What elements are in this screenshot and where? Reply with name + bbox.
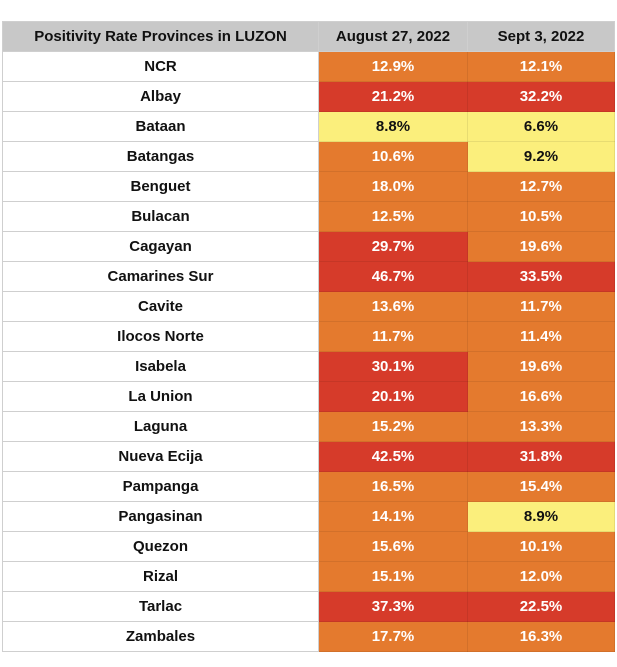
rate-sept-3: 12.7%	[467, 171, 615, 202]
province-name: NCR	[2, 51, 319, 82]
positivity-rate-table: Positivity Rate Provinces in LUZON Augus…	[2, 21, 615, 652]
province-name: Pangasinan	[2, 501, 319, 532]
rate-sept-3: 12.0%	[467, 561, 615, 592]
province-name: Quezon	[2, 531, 319, 562]
table-row: Nueva Ecija 42.5% 31.8%	[2, 441, 615, 472]
rate-sept-3: 10.1%	[467, 531, 615, 562]
province-name: Cagayan	[2, 231, 319, 262]
header-row: Positivity Rate Provinces in LUZON Augus…	[2, 21, 615, 52]
rate-aug-27: 21.2%	[318, 81, 468, 112]
rate-aug-27: 46.7%	[318, 261, 468, 292]
rate-aug-27: 17.7%	[318, 621, 468, 652]
table-row: Benguet 18.0% 12.7%	[2, 171, 615, 202]
rate-aug-27: 37.3%	[318, 591, 468, 622]
rate-aug-27: 14.1%	[318, 501, 468, 532]
table-row: Rizal 15.1% 12.0%	[2, 561, 615, 592]
rate-sept-3: 19.6%	[467, 351, 615, 382]
rate-aug-27: 29.7%	[318, 231, 468, 262]
province-name: La Union	[2, 381, 319, 412]
rate-aug-27: 16.5%	[318, 471, 468, 502]
rate-aug-27: 15.2%	[318, 411, 468, 442]
province-name: Laguna	[2, 411, 319, 442]
rate-aug-27: 15.6%	[318, 531, 468, 562]
table-row: La Union 20.1% 16.6%	[2, 381, 615, 412]
table-row: Cagayan 29.7% 19.6%	[2, 231, 615, 262]
rate-sept-3: 22.5%	[467, 591, 615, 622]
rate-sept-3: 6.6%	[467, 111, 615, 142]
rate-aug-27: 18.0%	[318, 171, 468, 202]
province-name: Tarlac	[2, 591, 319, 622]
table-row: Tarlac 37.3% 22.5%	[2, 591, 615, 622]
province-name: Zambales	[2, 621, 319, 652]
rate-sept-3: 33.5%	[467, 261, 615, 292]
province-name: Bataan	[2, 111, 319, 142]
rate-sept-3: 12.1%	[467, 51, 615, 82]
rate-sept-3: 10.5%	[467, 201, 615, 232]
rate-aug-27: 13.6%	[318, 291, 468, 322]
table-row: Bulacan 12.5% 10.5%	[2, 201, 615, 232]
rate-sept-3: 32.2%	[467, 81, 615, 112]
table-row: Isabela 30.1% 19.6%	[2, 351, 615, 382]
table-row: Batangas 10.6% 9.2%	[2, 141, 615, 172]
province-name: Cavite	[2, 291, 319, 322]
rate-sept-3: 8.9%	[467, 501, 615, 532]
province-name: Nueva Ecija	[2, 441, 319, 472]
header-province: Positivity Rate Provinces in LUZON	[2, 21, 319, 52]
table-row: Quezon 15.6% 10.1%	[2, 531, 615, 562]
rate-aug-27: 15.1%	[318, 561, 468, 592]
table-row: Laguna 15.2% 13.3%	[2, 411, 615, 442]
rate-sept-3: 19.6%	[467, 231, 615, 262]
table-row: Bataan 8.8% 6.6%	[2, 111, 615, 142]
province-name: Camarines Sur	[2, 261, 319, 292]
table-row: Albay 21.2% 32.2%	[2, 81, 615, 112]
province-name: Bulacan	[2, 201, 319, 232]
province-name: Pampanga	[2, 471, 319, 502]
rate-sept-3: 15.4%	[467, 471, 615, 502]
table-row: Cavite 13.6% 11.7%	[2, 291, 615, 322]
table-row: Pampanga 16.5% 15.4%	[2, 471, 615, 502]
rate-sept-3: 16.6%	[467, 381, 615, 412]
header-sept-3: Sept 3, 2022	[467, 21, 615, 52]
province-name: Isabela	[2, 351, 319, 382]
rate-sept-3: 16.3%	[467, 621, 615, 652]
province-name: Albay	[2, 81, 319, 112]
rate-aug-27: 42.5%	[318, 441, 468, 472]
table-row: Zambales 17.7% 16.3%	[2, 621, 615, 652]
rate-aug-27: 12.5%	[318, 201, 468, 232]
table-row: Pangasinan 14.1% 8.9%	[2, 501, 615, 532]
rate-aug-27: 12.9%	[318, 51, 468, 82]
header-aug-27: August 27, 2022	[318, 21, 468, 52]
rate-aug-27: 30.1%	[318, 351, 468, 382]
table-row: Ilocos Norte 11.7% 11.4%	[2, 321, 615, 352]
province-name: Benguet	[2, 171, 319, 202]
rate-sept-3: 11.4%	[467, 321, 615, 352]
rate-sept-3: 11.7%	[467, 291, 615, 322]
table-row: NCR 12.9% 12.1%	[2, 51, 615, 82]
rate-aug-27: 11.7%	[318, 321, 468, 352]
rate-aug-27: 20.1%	[318, 381, 468, 412]
province-name: Ilocos Norte	[2, 321, 319, 352]
rate-aug-27: 8.8%	[318, 111, 468, 142]
rate-aug-27: 10.6%	[318, 141, 468, 172]
rate-sept-3: 31.8%	[467, 441, 615, 472]
rate-sept-3: 9.2%	[467, 141, 615, 172]
province-name: Batangas	[2, 141, 319, 172]
province-name: Rizal	[2, 561, 319, 592]
rate-sept-3: 13.3%	[467, 411, 615, 442]
table-row: Camarines Sur 46.7% 33.5%	[2, 261, 615, 292]
